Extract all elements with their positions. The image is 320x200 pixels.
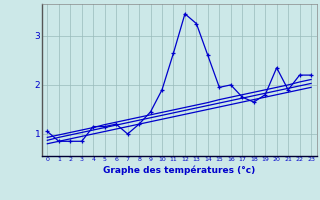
X-axis label: Graphe des températures (°c): Graphe des températures (°c) [103, 165, 255, 175]
